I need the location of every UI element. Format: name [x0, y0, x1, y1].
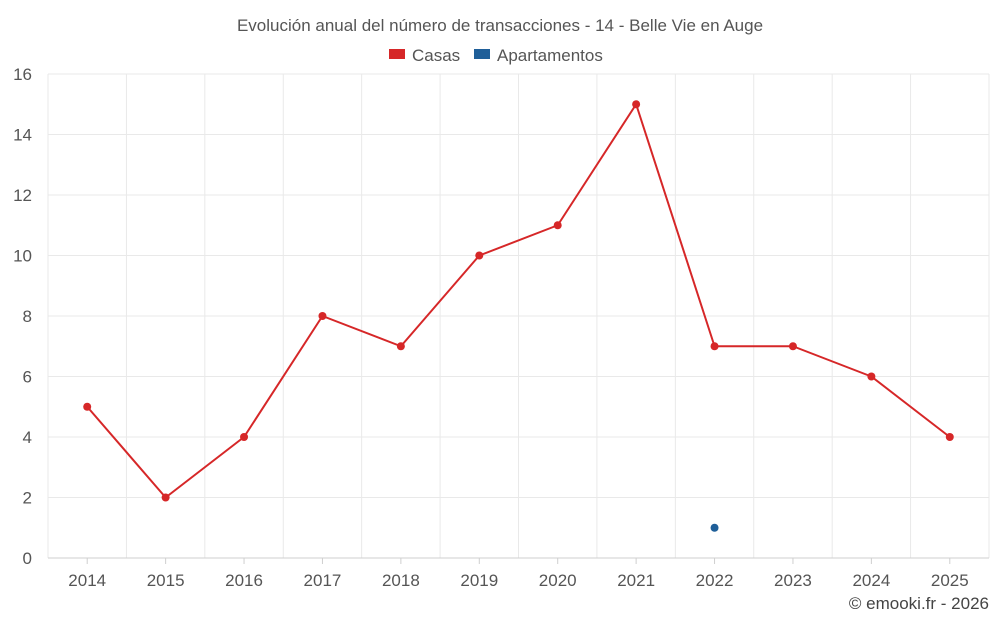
x-tick-label: 2020 — [539, 571, 577, 590]
legend-swatch-apartamentos — [474, 49, 490, 59]
y-tick-label: 16 — [13, 65, 32, 84]
data-point-casas-2024[interactable] — [867, 372, 876, 381]
x-tick-label: 2025 — [931, 571, 969, 590]
x-tick-label: 2023 — [774, 571, 812, 590]
x-tick-label: 2024 — [852, 571, 890, 590]
x-tick-label: 2014 — [68, 571, 106, 590]
y-tick-label: 0 — [23, 549, 32, 568]
data-point-casas-2019[interactable] — [475, 251, 484, 260]
data-point-casas-2020[interactable] — [553, 221, 562, 230]
data-point-casas-2025[interactable] — [945, 433, 954, 441]
legend-swatch-casas — [389, 49, 405, 59]
data-point-casas-2015[interactable] — [161, 493, 170, 502]
y-tick-label: 12 — [13, 186, 32, 205]
x-tick-label: 2019 — [460, 571, 498, 590]
data-point-casas-2016[interactable] — [240, 433, 249, 441]
legend-label-apartamentos: Apartamentos — [497, 46, 603, 65]
series-layer — [83, 100, 954, 532]
data-point-casas-2017[interactable] — [318, 312, 327, 320]
series-apartamentos — [710, 523, 719, 532]
x-tick-label: 2017 — [304, 571, 342, 590]
data-point-casas-2022[interactable] — [710, 342, 719, 351]
legend-item-apartamentos[interactable]: Apartamentos — [474, 46, 603, 65]
x-tick-label: 2021 — [617, 571, 655, 590]
y-tick-label: 10 — [13, 247, 32, 266]
y-tick-label: 8 — [23, 307, 32, 326]
legend-label-casas: Casas — [412, 46, 460, 65]
data-point-casas-2018[interactable] — [396, 342, 405, 351]
data-point-casas-2014[interactable] — [83, 402, 92, 411]
gridlines — [47, 73, 990, 559]
y-tick-label: 14 — [13, 126, 32, 145]
x-tick-label: 2015 — [147, 571, 185, 590]
chart-title: Evolución anual del número de transaccio… — [237, 16, 763, 35]
data-point-apartamentos-2022[interactable] — [710, 523, 719, 532]
x-tick-label: 2018 — [382, 571, 420, 590]
data-point-casas-2023[interactable] — [788, 342, 797, 351]
y-tick-label: 6 — [23, 368, 32, 387]
x-tick-label: 2022 — [696, 571, 734, 590]
y-tick-label: 4 — [23, 428, 32, 447]
series-line-casas — [86, 103, 951, 499]
copyright-footer: © emooki.fr - 2026 — [849, 594, 989, 613]
legend: Casas Apartamentos — [389, 46, 603, 65]
y-tick-label: 2 — [23, 489, 32, 508]
x-tick-label: 2016 — [225, 571, 263, 590]
series-casas — [83, 100, 954, 502]
legend-item-casas[interactable]: Casas — [389, 46, 460, 65]
data-point-casas-2021[interactable] — [632, 100, 641, 109]
axes: 0 2 4 6 8 10 12 14 16 2014 2015 2016 2017 2018 2019 202… — [13, 65, 989, 590]
